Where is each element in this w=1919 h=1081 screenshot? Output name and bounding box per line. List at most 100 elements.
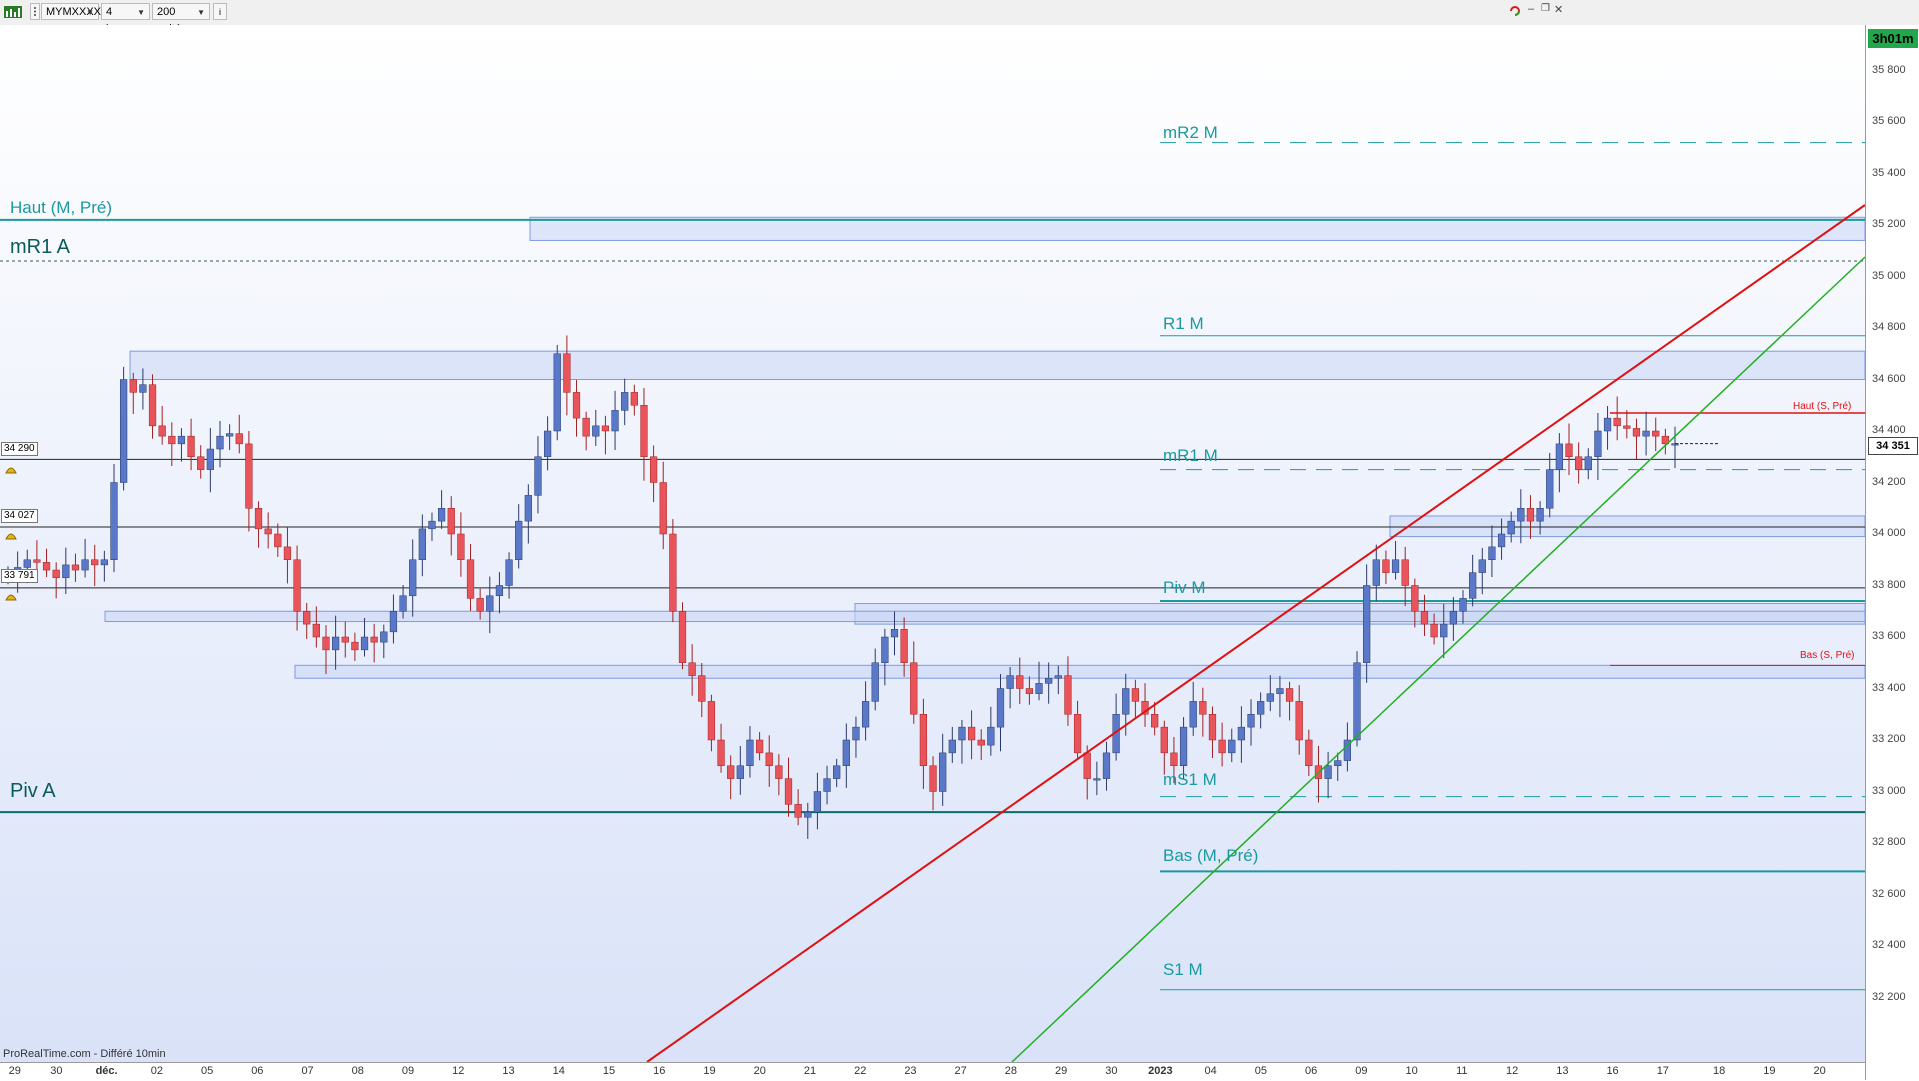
- bearish-candle: [1575, 456, 1583, 470]
- bullish-candle: [409, 559, 417, 597]
- x-tick-label: 07: [301, 1065, 314, 1077]
- bearish-candle: [129, 379, 137, 393]
- level-label-mr1-a: mR1 A: [10, 236, 71, 258]
- bullish-candle: [842, 739, 850, 766]
- bullish-candle: [890, 629, 899, 638]
- y-tick-label: 33 000: [1872, 784, 1906, 797]
- bearish-candle: [601, 425, 610, 432]
- x-tick-label: 09: [1355, 1065, 1368, 1077]
- units-select[interactable]: 200 unités▼: [152, 3, 210, 35]
- bearish-candle: [187, 435, 195, 457]
- bearish-candle: [148, 384, 157, 427]
- bullish-candle: [1507, 520, 1515, 535]
- bearish-candle: [582, 417, 590, 437]
- bearish-candle: [1526, 508, 1535, 522]
- support-resistance-zone: [529, 216, 1865, 241]
- panel-menu-icon[interactable]: [30, 3, 40, 20]
- bullish-candle: [437, 508, 446, 522]
- price-tag: 34 290: [1, 442, 38, 456]
- x-tick-label: 30: [1105, 1065, 1118, 1077]
- close-icon[interactable]: ✕: [1554, 4, 1564, 16]
- chart-logo-icon[interactable]: [2, 3, 24, 20]
- bearish-candle: [457, 533, 465, 560]
- bearish-candle: [1285, 688, 1294, 702]
- alert-bell-icon[interactable]: [4, 528, 18, 546]
- toolbar: MYMXXXX▼ 4 heures▼ 200 unités▼ i – ❐ ✕: [0, 0, 1919, 35]
- support-resistance-zone: [129, 350, 1865, 380]
- bearish-candle: [727, 765, 735, 779]
- bearish-candle: [1652, 430, 1660, 437]
- x-tick-label: 12: [452, 1065, 465, 1077]
- price-tag: 33 791: [1, 569, 38, 583]
- bullish-candle: [524, 495, 532, 522]
- bearish-candle: [1073, 714, 1082, 754]
- bullish-candle: [1546, 469, 1554, 509]
- symbol-select[interactable]: MYMXXXX ▼: [41, 3, 101, 20]
- bearish-candle: [1661, 435, 1669, 445]
- x-tick-label: 16: [653, 1065, 666, 1077]
- bearish-candle: [245, 443, 253, 509]
- bullish-candle: [1497, 533, 1506, 548]
- bullish-candle: [1122, 688, 1130, 715]
- alert-bell-icon[interactable]: [4, 589, 18, 607]
- bullish-candle: [1517, 508, 1525, 522]
- info-icon-glyph: i: [219, 7, 221, 17]
- bullish-candle: [1102, 752, 1111, 779]
- support-trendline: [1011, 256, 1865, 1062]
- bearish-candle: [967, 726, 976, 741]
- bearish-candle: [688, 662, 696, 676]
- price-chart[interactable]: [0, 25, 1865, 1062]
- bullish-candle: [1555, 443, 1563, 470]
- bullish-candle: [804, 811, 812, 818]
- x-tick-label: 09: [401, 1065, 415, 1077]
- level-label-bas-s-pre: Bas (S, Pré): [1800, 650, 1855, 661]
- bearish-candle: [649, 456, 658, 483]
- bearish-candle: [630, 392, 638, 406]
- bullish-candle: [1353, 662, 1361, 741]
- bullish-candle: [62, 564, 70, 579]
- x-tick-label: 18: [1713, 1065, 1726, 1077]
- bullish-candle: [1372, 559, 1380, 586]
- bearish-candle: [659, 482, 667, 535]
- support-resistance-zone: [104, 610, 1865, 623]
- time-axis[interactable]: [0, 1062, 1865, 1081]
- bearish-candle: [1218, 739, 1226, 754]
- bullish-candle: [948, 739, 956, 754]
- minimize-icon[interactable]: –: [1528, 3, 1535, 15]
- x-tick-label: 16: [1606, 1065, 1619, 1077]
- x-tick-label: 05: [1254, 1065, 1268, 1077]
- bearish-candle: [91, 559, 99, 566]
- bullish-candle: [1247, 714, 1255, 728]
- bearish-candle: [900, 629, 908, 664]
- bearish-candle: [765, 752, 773, 766]
- bullish-candle: [100, 559, 108, 566]
- bullish-candle: [331, 636, 340, 651]
- bearish-candle: [784, 778, 793, 805]
- bearish-candle: [1151, 714, 1159, 728]
- bullish-candle: [939, 752, 947, 792]
- refresh-icon[interactable]: [1508, 4, 1522, 18]
- bullish-candle: [543, 430, 552, 457]
- level-label-piv-m: Piv M: [1163, 578, 1206, 597]
- alert-bell-icon[interactable]: [4, 462, 18, 480]
- x-tick-label: 13: [1556, 1065, 1569, 1077]
- level-label-ms1-m: mS1 M: [1163, 770, 1217, 789]
- bearish-candle: [293, 559, 301, 612]
- y-tick-label: 35 600: [1872, 115, 1906, 127]
- bullish-candle: [1334, 760, 1342, 766]
- bearish-candle: [197, 456, 205, 470]
- bullish-candle: [399, 595, 407, 612]
- restore-icon[interactable]: ❐: [1541, 3, 1550, 14]
- x-tick-label: 02: [150, 1065, 163, 1077]
- info-icon[interactable]: i: [213, 3, 227, 20]
- y-tick-label: 32 200: [1872, 990, 1906, 1003]
- bullish-candle: [592, 425, 600, 437]
- bullish-candle: [177, 435, 186, 445]
- bearish-candle: [669, 533, 677, 612]
- price-axis[interactable]: [1865, 25, 1919, 1080]
- bullish-candle: [1594, 430, 1602, 457]
- bearish-candle: [1295, 701, 1303, 741]
- timeframe-select[interactable]: 4 heures▼: [101, 3, 150, 35]
- last-price-badge: 34 351: [1868, 437, 1918, 455]
- y-tick-label: 33 400: [1872, 681, 1906, 694]
